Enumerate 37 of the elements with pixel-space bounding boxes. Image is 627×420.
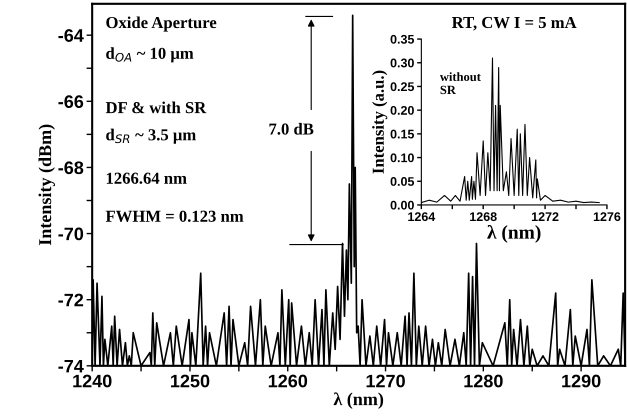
y-tick-label: 0.05 [390, 177, 414, 186]
x-tick-label: 1260 [268, 374, 308, 388]
annotation: FWHM = 0.123 nm [106, 210, 244, 222]
y-tick-label: 0.20 [390, 106, 414, 115]
annotation: 1266.64 nm [106, 172, 187, 184]
annotation: DF & with SR [106, 102, 206, 114]
y-tick-label: -70 [58, 228, 84, 240]
y-tick-label: 0.10 [390, 153, 414, 162]
y-tick-label: -68 [58, 161, 84, 174]
y-axis-title: Intensity (dBm) [38, 124, 55, 246]
y-tick-label: 0.30 [390, 58, 414, 68]
x-tick-label: 1240 [73, 374, 112, 388]
x-tick-label: 1264 [408, 212, 436, 222]
x-tick-label: 1268 [470, 212, 497, 222]
annotation: d$_{SR}$ ~ 3.5 μm [106, 128, 196, 144]
x-tick-label: 1290 [562, 374, 600, 388]
chart-title: RT, CW I = 5 mA [452, 16, 577, 31]
x-tick-label: 1270 [366, 374, 405, 388]
y-tick-label: 0.15 [390, 130, 414, 139]
x-tick-label: 1272 [532, 212, 558, 221]
y-tick-label: 0.25 [390, 82, 414, 92]
annotation: 7.0 dB [269, 122, 314, 135]
y-tick-label: -72 [58, 294, 84, 306]
x-tick-label: 1276 [594, 212, 620, 222]
annotation: Oxide Aperture [106, 16, 216, 32]
annotation: d$_{OA}$ ~ 10 μm [106, 47, 194, 62]
x-axis-title: λ (nm) [487, 224, 540, 243]
annotation: without SR [440, 72, 481, 94]
y-tick-label: 0.35 [390, 34, 414, 44]
x-axis-title: λ (nm) [334, 392, 384, 409]
y-tick-label: -74 [58, 360, 84, 372]
y-tick-label: 0.00 [390, 200, 414, 210]
y-tick-label: -66 [58, 95, 84, 108]
y-axis-title: Intensity (a.u.) [372, 70, 388, 174]
x-tick-label: 1250 [171, 374, 210, 388]
y-tick-label: -64 [58, 29, 84, 42]
x-tick-label: 1280 [464, 374, 503, 388]
